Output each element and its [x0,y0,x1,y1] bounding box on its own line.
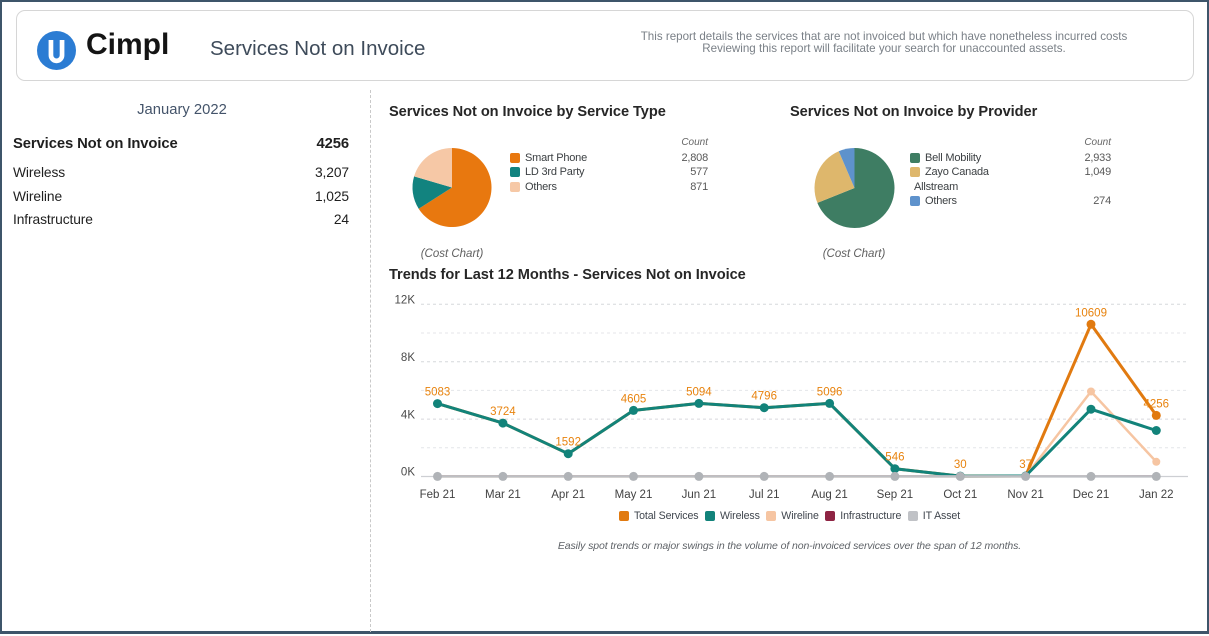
svg-text:4605: 4605 [621,393,647,405]
svg-text:Aug 21: Aug 21 [811,489,847,501]
svg-text:1592: 1592 [555,437,581,449]
svg-text:Dec 21: Dec 21 [1073,489,1109,501]
svg-text:12K: 12K [395,295,416,307]
svg-text:Jan 22: Jan 22 [1139,489,1174,501]
svg-text:5083: 5083 [425,387,451,399]
svg-text:Nov 21: Nov 21 [1007,489,1043,501]
svg-text:May 21: May 21 [615,489,653,501]
svg-text:Jun 21: Jun 21 [682,489,717,501]
svg-text:Oct 21: Oct 21 [943,489,977,501]
svg-text:5094: 5094 [686,386,712,398]
svg-text:3724: 3724 [490,406,516,418]
svg-text:Mar 21: Mar 21 [485,489,521,501]
svg-text:4256: 4256 [1144,398,1170,410]
svg-text:0K: 0K [401,467,415,479]
svg-text:Jul 21: Jul 21 [749,489,780,501]
svg-text:37: 37 [1019,459,1032,471]
svg-text:8K: 8K [401,352,415,364]
svg-text:10609: 10609 [1075,307,1107,319]
svg-text:4K: 4K [401,409,415,421]
svg-text:Apr 21: Apr 21 [551,489,585,501]
svg-text:30: 30 [954,459,967,471]
svg-text:Feb 21: Feb 21 [420,489,456,501]
svg-text:Sep 21: Sep 21 [877,489,913,501]
svg-text:5096: 5096 [817,386,843,398]
svg-text:546: 546 [885,452,904,464]
svg-text:4796: 4796 [751,391,777,403]
